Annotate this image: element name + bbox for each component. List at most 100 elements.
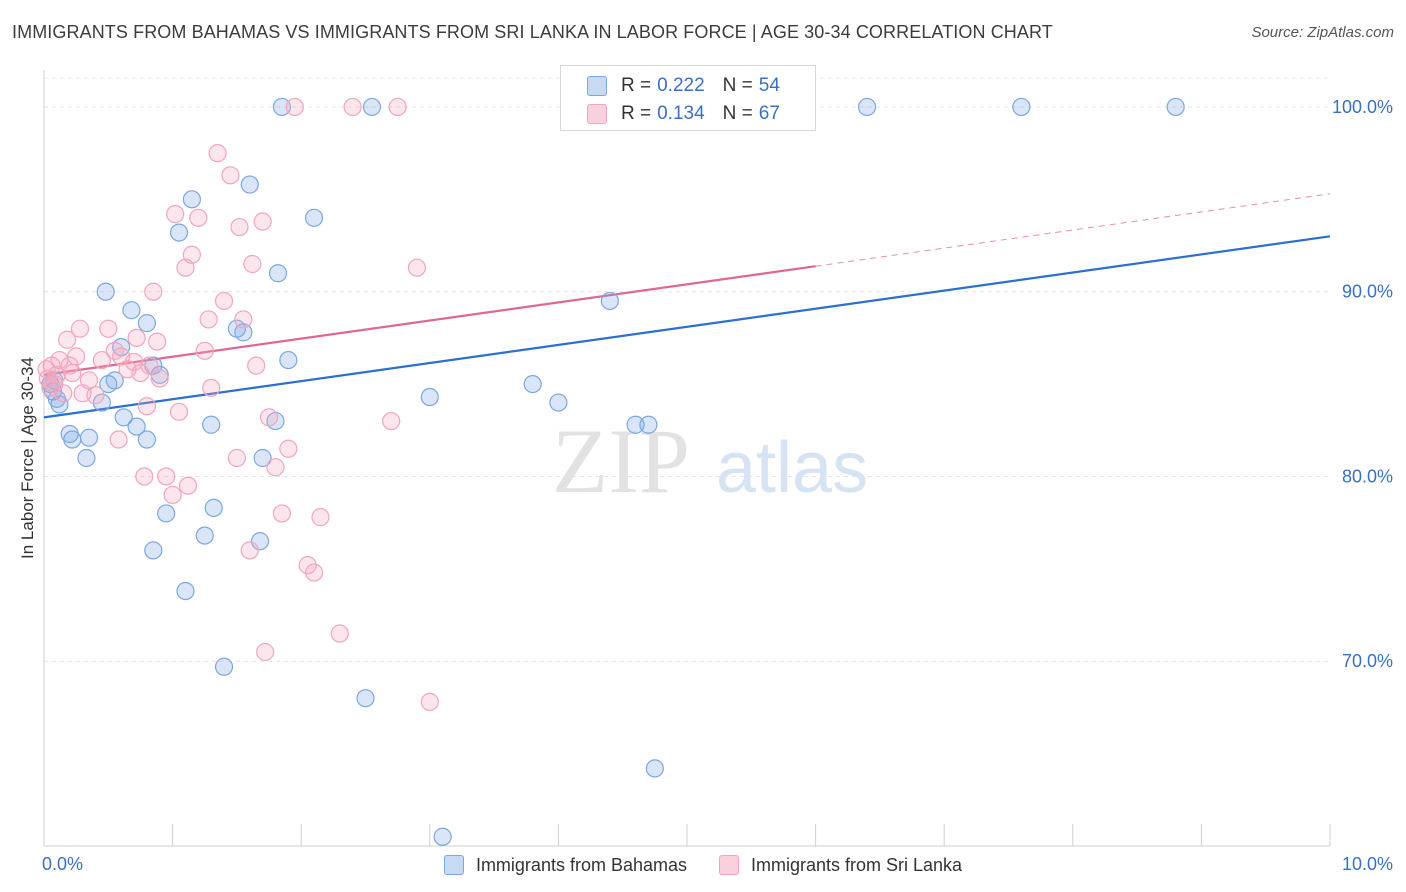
y-tick-label: 70.0% <box>1342 651 1393 671</box>
point-srilanka <box>54 384 73 403</box>
point-bahamas <box>433 827 452 846</box>
point-srilanka <box>86 386 105 405</box>
point-srilanka <box>253 212 272 231</box>
legend-n-value: 67 <box>758 103 780 124</box>
point-bahamas <box>195 526 214 545</box>
point-srilanka <box>214 291 234 311</box>
point-srilanka <box>178 476 198 495</box>
point-srilanka <box>189 208 208 227</box>
point-bahamas <box>645 759 664 778</box>
point-bahamas <box>114 408 133 427</box>
point-srilanka <box>202 378 221 397</box>
point-srilanka <box>407 258 427 277</box>
chart-title: IMMIGRANTS FROM BAHAMAS VS IMMIGRANTS FR… <box>12 22 1053 42</box>
point-bahamas <box>137 430 156 449</box>
point-srilanka <box>234 310 253 329</box>
x-tick-label-max: 10.0% <box>1342 854 1393 874</box>
point-srilanka <box>311 508 330 527</box>
point-srilanka <box>163 485 182 505</box>
point-srilanka <box>256 642 275 662</box>
point-srilanka <box>279 439 298 458</box>
series-legend-bahamas[interactable]: Immigrants from Bahamas <box>443 855 687 876</box>
point-srilanka <box>298 556 317 575</box>
legend-r-label: R = <box>621 103 652 124</box>
trend-line-bahamas <box>43 235 1331 419</box>
point-bahamas <box>169 223 189 242</box>
point-bahamas <box>79 428 99 447</box>
point-srilanka <box>382 411 401 431</box>
point-bahamas <box>50 395 69 414</box>
point-bahamas <box>63 430 82 449</box>
point-srilanka <box>109 430 128 449</box>
series-legend-srilanka[interactable]: Immigrants from Sri Lanka <box>719 855 962 876</box>
point-bahamas <box>214 657 234 676</box>
y-tick-label: 90.0% <box>1342 282 1393 302</box>
point-bahamas <box>268 264 288 283</box>
x-tick-label-min: 0.0% <box>42 854 83 874</box>
legend-n-label: N = <box>722 103 753 124</box>
point-bahamas <box>279 350 298 370</box>
point-srilanka <box>195 341 214 360</box>
point-srilanka <box>70 319 90 338</box>
point-bahamas <box>600 291 619 311</box>
point-bahamas <box>626 415 645 434</box>
point-bahamas <box>250 532 270 551</box>
point-bahamas <box>356 689 375 708</box>
watermark: ZIP atlas <box>552 410 868 512</box>
y-tick-label: 80.0% <box>1342 466 1393 486</box>
legend-r-value: 0.222 <box>657 75 705 96</box>
point-bahamas <box>127 417 146 436</box>
point-bahamas <box>204 498 223 517</box>
point-bahamas <box>1012 97 1031 117</box>
point-bahamas <box>105 371 124 390</box>
point-bahamas <box>362 97 382 117</box>
data-points <box>37 97 1185 846</box>
legend-swatch-srilanka <box>587 104 607 124</box>
point-srilanka <box>230 217 249 237</box>
point-bahamas <box>639 415 658 434</box>
series-swatch-srilanka <box>719 855 739 875</box>
point-srilanka <box>285 97 304 117</box>
point-srilanka <box>199 310 218 329</box>
point-srilanka <box>60 356 79 375</box>
series-legend: Immigrants from Bahamas Immigrants from … <box>0 851 1406 879</box>
point-bahamas <box>122 301 141 320</box>
point-bahamas <box>523 374 542 394</box>
point-srilanka <box>140 356 159 375</box>
point-srilanka <box>221 166 240 185</box>
trend-lines <box>43 193 1331 419</box>
point-srilanka <box>157 467 176 486</box>
point-bahamas <box>182 190 201 209</box>
point-bahamas <box>549 393 568 412</box>
point-srilanka <box>240 541 259 560</box>
point-srilanka <box>243 254 262 274</box>
point-srilanka <box>58 330 77 349</box>
point-bahamas <box>420 387 439 407</box>
point-srilanka <box>259 408 279 427</box>
point-srilanka <box>169 402 189 421</box>
point-bahamas <box>240 175 259 194</box>
point-srilanka <box>137 397 156 416</box>
source-label: Source: ZipAtlas.com <box>1251 24 1394 41</box>
point-srilanka <box>227 448 246 468</box>
watermark-zip: ZIP <box>552 410 690 512</box>
point-srilanka <box>208 144 227 163</box>
legend-n-value: 54 <box>758 75 780 96</box>
series-label-srilanka: Immigrants from Sri Lanka <box>751 854 963 875</box>
legend-r-value: 0.134 <box>657 103 705 124</box>
point-srilanka <box>124 352 144 372</box>
point-srilanka <box>343 97 362 117</box>
point-bahamas <box>77 448 96 468</box>
point-srilanka <box>330 624 349 643</box>
legend-r-label: R = <box>621 75 652 96</box>
point-bahamas <box>96 282 115 301</box>
point-srilanka <box>150 369 169 388</box>
point-srilanka <box>182 245 201 264</box>
legend-swatch-bahamas <box>587 76 607 96</box>
point-bahamas <box>253 448 272 468</box>
point-bahamas <box>202 415 221 434</box>
point-srilanka <box>144 282 163 301</box>
point-srilanka <box>272 504 292 523</box>
point-bahamas <box>144 541 163 560</box>
